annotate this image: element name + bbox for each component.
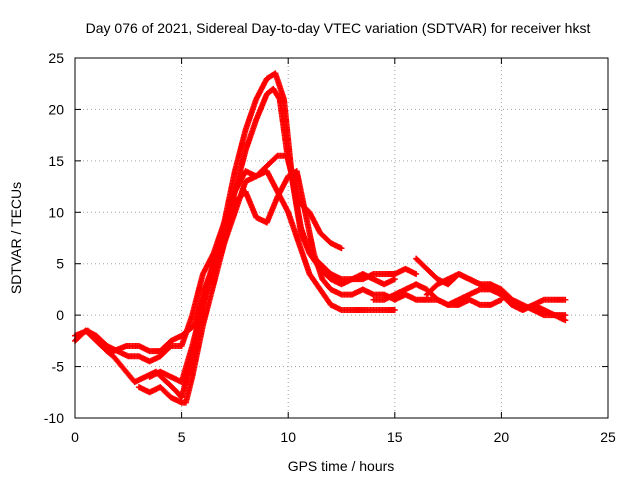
x-tick-label: 25	[600, 429, 616, 445]
y-tick-label: 0	[56, 307, 64, 323]
data-point	[562, 312, 569, 319]
data-point	[562, 296, 569, 303]
chart-title: Day 076 of 2021, Sidereal Day-to-day VTE…	[86, 20, 591, 36]
x-tick-label: 10	[280, 429, 296, 445]
series-track-5	[146, 168, 398, 385]
x-tick-label: 20	[494, 429, 510, 445]
x-tick-label: 15	[387, 429, 403, 445]
x-tick-label: 5	[178, 429, 186, 445]
y-tick-label: 10	[48, 204, 64, 220]
data-point	[338, 245, 345, 252]
plot-area	[72, 70, 569, 406]
y-tick-label: 20	[48, 101, 64, 117]
y-tick-label: 5	[56, 256, 64, 272]
y-tick-label: -10	[44, 410, 64, 426]
series-track-8	[423, 271, 569, 319]
data-point	[391, 307, 398, 313]
plot-frame	[74, 57, 609, 419]
data-point	[498, 296, 505, 303]
x-axis-label: GPS time / hours	[288, 458, 395, 474]
data-point	[391, 276, 398, 283]
y-tick-label: -5	[52, 359, 65, 375]
y-tick-label: 15	[48, 153, 64, 169]
y-tick-label: 25	[48, 50, 64, 66]
axis-ticks: 0 5 10 15 20 25 -10 -5 0 5 10 15 20 25	[44, 50, 616, 445]
data-point	[413, 271, 420, 277]
data-point	[562, 317, 569, 324]
y-axis-label: SDTVAR / TECUs	[8, 182, 24, 294]
x-tick-label: 0	[71, 429, 79, 445]
